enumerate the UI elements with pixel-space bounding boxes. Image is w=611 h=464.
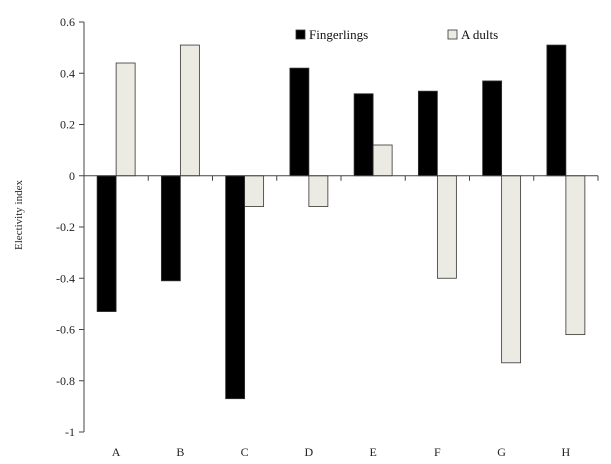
legend-label-fingerlings: Fingerlings: [309, 27, 368, 42]
category-label-h: H: [562, 445, 571, 459]
bar-adults-d: [308, 175, 329, 207]
legend-label-adults: A dults: [461, 27, 498, 42]
legend: Fingerlings A dults: [295, 27, 498, 42]
bar-adults-g: [501, 175, 522, 364]
bar-adults-a: [115, 62, 136, 177]
y-tick-label: -0.2: [56, 220, 75, 234]
y-tick-label: -0.6: [56, 323, 75, 337]
y-tick-label: 0: [69, 169, 75, 183]
bar-fingerlings-f: [417, 90, 438, 177]
bar-adults-c: [244, 175, 265, 207]
axes-group: -1 -0.8 -0.6 -0.4 -0.2 0 0.2 0.4 0.6 A B C D E F G H: [56, 15, 599, 459]
category-label-d: D: [305, 445, 314, 459]
bar-adults-h: [565, 175, 586, 336]
bar-fingerlings-e: [353, 93, 374, 177]
category-label-a: A: [112, 445, 121, 459]
bar-fingerlings-g: [482, 80, 503, 177]
bar-adults-b: [179, 44, 200, 177]
y-tick-label: 0.6: [60, 15, 75, 29]
y-tick-label: -1: [65, 425, 75, 439]
y-axis-title: Electivity index: [13, 180, 25, 250]
bar-adults-f: [436, 175, 457, 279]
bar-fingerlings-a: [96, 175, 117, 312]
category-label-e: E: [369, 445, 376, 459]
category-label-g: G: [497, 445, 506, 459]
category-label-c: C: [241, 445, 249, 459]
legend-swatch-fingerlings: [295, 29, 306, 40]
y-tick-label: -0.8: [56, 374, 75, 388]
y-tick-label: 0.4: [60, 66, 75, 80]
bar-fingerlings-b: [160, 175, 181, 282]
bar-fingerlings-c: [225, 175, 246, 400]
bar-adults-e: [372, 144, 393, 177]
bars-group: [96, 44, 586, 400]
category-label-f: F: [434, 445, 441, 459]
category-label-b: B: [176, 445, 184, 459]
bar-fingerlings-d: [289, 67, 310, 177]
y-tick-label: 0.2: [60, 118, 75, 132]
y-tick-label: -0.4: [56, 271, 75, 285]
bar-fingerlings-h: [546, 44, 567, 177]
legend-swatch-adults: [447, 29, 458, 40]
